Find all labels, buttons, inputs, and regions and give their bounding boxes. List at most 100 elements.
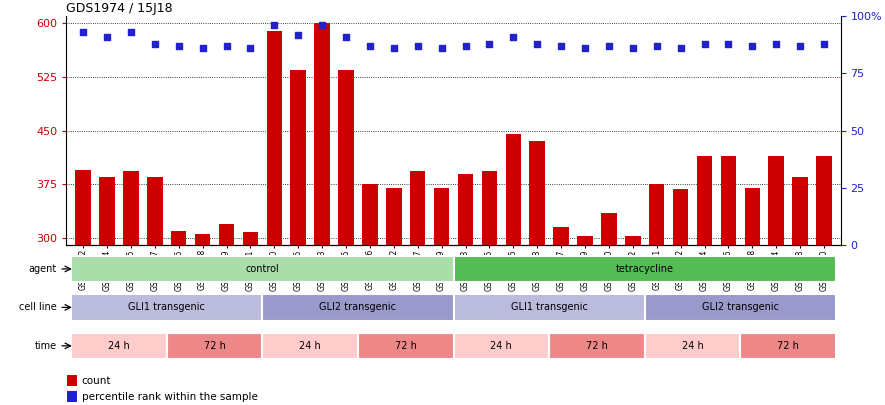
Text: 24 h: 24 h xyxy=(108,341,130,351)
Point xyxy=(530,40,544,47)
Point xyxy=(769,40,783,47)
Bar xyxy=(266,30,282,405)
Bar xyxy=(75,170,91,405)
Bar xyxy=(505,134,521,405)
Text: cell line: cell line xyxy=(19,303,57,312)
Text: agent: agent xyxy=(28,264,57,274)
Bar xyxy=(741,333,836,359)
Point xyxy=(339,34,353,40)
Text: count: count xyxy=(81,375,112,386)
Bar xyxy=(262,333,358,359)
Bar xyxy=(262,294,454,320)
Bar xyxy=(601,213,617,405)
Bar xyxy=(362,184,378,405)
Point xyxy=(697,40,712,47)
Bar xyxy=(242,232,258,405)
Point xyxy=(554,43,568,49)
Text: GDS1974 / 15J18: GDS1974 / 15J18 xyxy=(66,2,173,15)
Bar xyxy=(720,156,736,405)
Bar xyxy=(358,333,454,359)
Bar xyxy=(123,171,139,405)
Point xyxy=(196,45,210,51)
Point xyxy=(506,34,520,40)
Bar xyxy=(673,189,689,405)
Point xyxy=(411,43,425,49)
Text: 24 h: 24 h xyxy=(490,341,512,351)
Bar xyxy=(386,188,402,405)
Text: 72 h: 72 h xyxy=(777,341,799,351)
Bar xyxy=(454,256,836,282)
Bar xyxy=(481,171,497,405)
Bar xyxy=(195,234,211,405)
Text: 24 h: 24 h xyxy=(299,341,321,351)
Point xyxy=(267,22,281,29)
Text: 72 h: 72 h xyxy=(586,341,608,351)
Bar xyxy=(816,156,832,405)
Point xyxy=(219,43,234,49)
Point xyxy=(100,34,114,40)
Bar xyxy=(71,256,454,282)
Bar xyxy=(454,333,550,359)
Bar xyxy=(71,294,262,320)
Point xyxy=(243,45,258,51)
Point xyxy=(650,43,664,49)
Bar xyxy=(67,375,77,386)
Bar xyxy=(553,227,569,405)
Text: GLI2 transgenic: GLI2 transgenic xyxy=(702,303,779,312)
Point xyxy=(602,43,616,49)
Point xyxy=(721,40,735,47)
Bar xyxy=(649,184,665,405)
Bar xyxy=(625,237,641,405)
Bar xyxy=(219,224,235,405)
Point xyxy=(626,45,640,51)
Bar xyxy=(71,333,166,359)
Point xyxy=(482,40,496,47)
Point xyxy=(435,45,449,51)
Text: 72 h: 72 h xyxy=(204,341,226,351)
Point xyxy=(291,31,305,38)
Text: percentile rank within the sample: percentile rank within the sample xyxy=(81,392,258,402)
Point xyxy=(172,43,186,49)
Bar xyxy=(454,294,645,320)
Bar xyxy=(99,177,115,405)
Bar xyxy=(434,188,450,405)
Bar xyxy=(744,188,760,405)
Bar xyxy=(792,177,808,405)
Bar xyxy=(338,70,354,405)
Bar xyxy=(550,333,645,359)
Bar xyxy=(768,156,784,405)
Bar xyxy=(147,177,163,405)
Bar xyxy=(290,70,306,405)
Bar xyxy=(67,391,77,402)
Point xyxy=(387,45,401,51)
Point xyxy=(745,43,759,49)
Bar xyxy=(696,156,712,405)
Text: 72 h: 72 h xyxy=(395,341,417,351)
Bar xyxy=(529,141,545,405)
Point xyxy=(363,43,377,49)
Point xyxy=(124,29,138,36)
Bar xyxy=(410,171,426,405)
Bar xyxy=(458,173,473,405)
Bar xyxy=(171,231,187,405)
Text: tetracycline: tetracycline xyxy=(616,264,673,274)
Bar xyxy=(314,23,330,405)
Text: 24 h: 24 h xyxy=(681,341,704,351)
Bar xyxy=(166,333,262,359)
Point xyxy=(315,22,329,29)
Text: GLI1 transgenic: GLI1 transgenic xyxy=(128,303,205,312)
Point xyxy=(76,29,90,36)
Text: GLI1 transgenic: GLI1 transgenic xyxy=(511,303,588,312)
Bar xyxy=(645,294,836,320)
Point xyxy=(148,40,162,47)
Point xyxy=(578,45,592,51)
Text: GLI2 transgenic: GLI2 transgenic xyxy=(319,303,396,312)
Point xyxy=(673,45,688,51)
Point xyxy=(458,43,473,49)
Text: time: time xyxy=(35,341,57,351)
Point xyxy=(817,40,831,47)
Bar xyxy=(577,237,593,405)
Text: control: control xyxy=(245,264,280,274)
Point xyxy=(793,43,807,49)
Bar xyxy=(645,333,741,359)
